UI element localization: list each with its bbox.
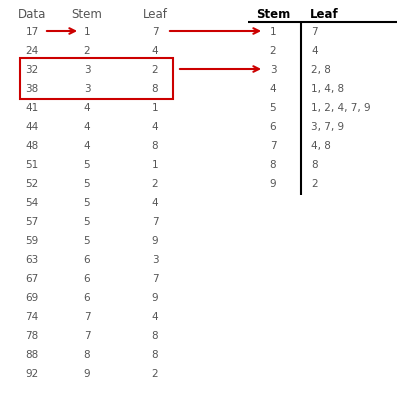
Text: 4, 8: 4, 8 (311, 141, 331, 151)
Text: 3, 7, 9: 3, 7, 9 (311, 122, 344, 132)
Text: Stem: Stem (71, 7, 103, 20)
Text: 8: 8 (152, 84, 158, 94)
Text: 4: 4 (84, 141, 90, 151)
Text: 44: 44 (26, 122, 39, 132)
Text: 2: 2 (270, 46, 277, 56)
Text: 52: 52 (26, 179, 39, 189)
Text: 4: 4 (152, 122, 158, 132)
Text: 5: 5 (270, 103, 277, 113)
Text: 4: 4 (84, 103, 90, 113)
Text: 88: 88 (26, 349, 39, 359)
Text: 5: 5 (84, 179, 90, 189)
Text: 3: 3 (84, 84, 90, 94)
Text: 7: 7 (311, 27, 318, 37)
Text: 92: 92 (26, 368, 39, 378)
Text: 6: 6 (84, 292, 90, 302)
Text: 5: 5 (84, 160, 90, 170)
Text: 1: 1 (270, 27, 277, 37)
Text: 7: 7 (152, 216, 158, 226)
Text: 2: 2 (152, 368, 158, 378)
Text: 9: 9 (152, 292, 158, 302)
Text: 24: 24 (26, 46, 39, 56)
Text: 2, 8: 2, 8 (311, 65, 331, 75)
Text: 74: 74 (26, 311, 39, 321)
Text: Stem: Stem (256, 7, 290, 20)
Text: 8: 8 (270, 160, 277, 170)
Text: 6: 6 (84, 273, 90, 283)
Text: 4: 4 (311, 46, 318, 56)
Text: Leaf: Leaf (142, 7, 168, 20)
Text: 3: 3 (152, 254, 158, 264)
Text: 9: 9 (84, 368, 90, 378)
Text: 7: 7 (152, 273, 158, 283)
Text: 4: 4 (270, 84, 277, 94)
Text: 2: 2 (152, 179, 158, 189)
Text: 3: 3 (84, 65, 90, 75)
Text: 6: 6 (270, 122, 277, 132)
Text: 8: 8 (311, 160, 318, 170)
Text: 9: 9 (270, 179, 277, 189)
Text: 67: 67 (26, 273, 39, 283)
Text: 5: 5 (84, 198, 90, 207)
Text: 5: 5 (84, 235, 90, 245)
Text: 7: 7 (84, 311, 90, 321)
Text: 5: 5 (84, 216, 90, 226)
Text: 1: 1 (84, 27, 90, 37)
Text: 1, 2, 4, 7, 9: 1, 2, 4, 7, 9 (311, 103, 371, 113)
Text: 32: 32 (26, 65, 39, 75)
Text: 7: 7 (152, 27, 158, 37)
Text: 4: 4 (152, 198, 158, 207)
Text: 2: 2 (152, 65, 158, 75)
Text: 41: 41 (26, 103, 39, 113)
Text: 63: 63 (26, 254, 39, 264)
Text: 4: 4 (152, 311, 158, 321)
Text: 8: 8 (84, 349, 90, 359)
Text: 3: 3 (270, 65, 277, 75)
Text: 7: 7 (84, 330, 90, 340)
Text: 57: 57 (26, 216, 39, 226)
Text: 8: 8 (152, 349, 158, 359)
Text: 1: 1 (152, 160, 158, 170)
Text: 69: 69 (26, 292, 39, 302)
Bar (20, 59, 173, 100)
Text: 17: 17 (26, 27, 39, 37)
Text: 78: 78 (26, 330, 39, 340)
Text: 38: 38 (26, 84, 39, 94)
Text: 4: 4 (152, 46, 158, 56)
Text: 2: 2 (311, 179, 318, 189)
Text: 6: 6 (84, 254, 90, 264)
Text: Data: Data (18, 7, 46, 20)
Text: 59: 59 (26, 235, 39, 245)
Text: 9: 9 (152, 235, 158, 245)
Text: 1: 1 (152, 103, 158, 113)
Text: Leaf: Leaf (310, 7, 339, 20)
Text: 54: 54 (26, 198, 39, 207)
Text: 8: 8 (152, 330, 158, 340)
Text: 4: 4 (84, 122, 90, 132)
Text: 2: 2 (84, 46, 90, 56)
Text: 7: 7 (270, 141, 277, 151)
Text: 48: 48 (26, 141, 39, 151)
Text: 8: 8 (152, 141, 158, 151)
Text: 51: 51 (26, 160, 39, 170)
Text: 1, 4, 8: 1, 4, 8 (311, 84, 344, 94)
